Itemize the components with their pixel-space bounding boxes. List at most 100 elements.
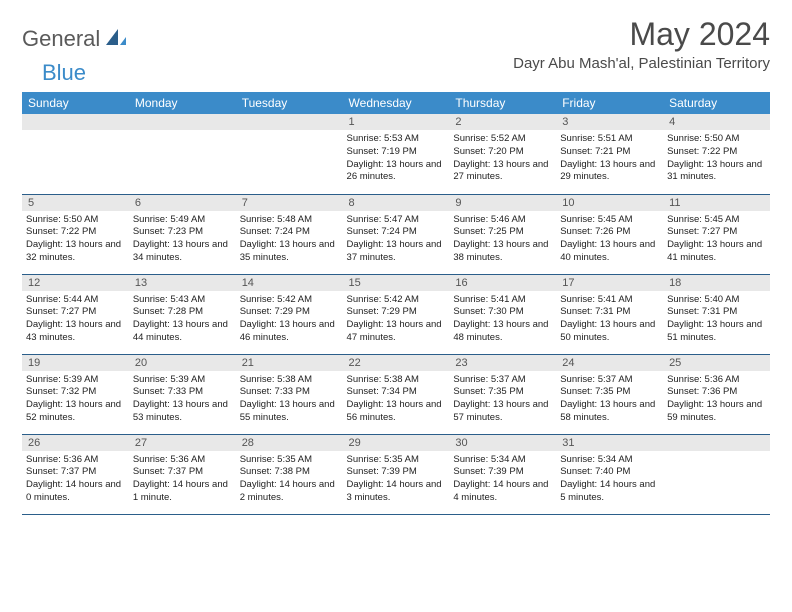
day-number: 24 <box>556 355 663 371</box>
day-number-empty <box>129 114 236 130</box>
calendar-cell: 8Sunrise: 5:47 AMSunset: 7:24 PMDaylight… <box>343 194 450 274</box>
weekday-header: Tuesday <box>236 92 343 114</box>
day-details: Sunrise: 5:39 AMSunset: 7:33 PMDaylight:… <box>129 371 236 428</box>
day-number: 11 <box>663 195 770 211</box>
calendar-cell: 16Sunrise: 5:41 AMSunset: 7:30 PMDayligh… <box>449 274 556 354</box>
day-number: 22 <box>343 355 450 371</box>
day-number: 12 <box>22 275 129 291</box>
calendar-cell: 11Sunrise: 5:45 AMSunset: 7:27 PMDayligh… <box>663 194 770 274</box>
day-details: Sunrise: 5:34 AMSunset: 7:39 PMDaylight:… <box>449 451 556 508</box>
day-details: Sunrise: 5:47 AMSunset: 7:24 PMDaylight:… <box>343 211 450 268</box>
day-number: 9 <box>449 195 556 211</box>
day-details: Sunrise: 5:40 AMSunset: 7:31 PMDaylight:… <box>663 291 770 348</box>
calendar-cell: 29Sunrise: 5:35 AMSunset: 7:39 PMDayligh… <box>343 434 450 514</box>
calendar-cell <box>129 114 236 194</box>
day-number: 18 <box>663 275 770 291</box>
day-number-empty <box>663 435 770 451</box>
day-number: 26 <box>22 435 129 451</box>
day-details: Sunrise: 5:44 AMSunset: 7:27 PMDaylight:… <box>22 291 129 348</box>
calendar-week-row: 1Sunrise: 5:53 AMSunset: 7:19 PMDaylight… <box>22 114 770 194</box>
day-details: Sunrise: 5:49 AMSunset: 7:23 PMDaylight:… <box>129 211 236 268</box>
day-number: 2 <box>449 114 556 130</box>
day-number: 1 <box>343 114 450 130</box>
calendar-body: 1Sunrise: 5:53 AMSunset: 7:19 PMDaylight… <box>22 114 770 514</box>
day-details: Sunrise: 5:38 AMSunset: 7:34 PMDaylight:… <box>343 371 450 428</box>
day-details: Sunrise: 5:39 AMSunset: 7:32 PMDaylight:… <box>22 371 129 428</box>
calendar-cell: 3Sunrise: 5:51 AMSunset: 7:21 PMDaylight… <box>556 114 663 194</box>
day-details: Sunrise: 5:34 AMSunset: 7:40 PMDaylight:… <box>556 451 663 508</box>
day-number: 5 <box>22 195 129 211</box>
day-number: 21 <box>236 355 343 371</box>
day-number: 10 <box>556 195 663 211</box>
weekday-header: Monday <box>129 92 236 114</box>
calendar-cell: 20Sunrise: 5:39 AMSunset: 7:33 PMDayligh… <box>129 354 236 434</box>
day-details: Sunrise: 5:43 AMSunset: 7:28 PMDaylight:… <box>129 291 236 348</box>
weekday-header: Thursday <box>449 92 556 114</box>
calendar-cell: 4Sunrise: 5:50 AMSunset: 7:22 PMDaylight… <box>663 114 770 194</box>
title-block: May 2024 Dayr Abu Mash'al, Palestinian T… <box>513 16 770 72</box>
calendar-cell: 19Sunrise: 5:39 AMSunset: 7:32 PMDayligh… <box>22 354 129 434</box>
calendar-cell: 28Sunrise: 5:35 AMSunset: 7:38 PMDayligh… <box>236 434 343 514</box>
day-details: Sunrise: 5:41 AMSunset: 7:30 PMDaylight:… <box>449 291 556 348</box>
day-details: Sunrise: 5:36 AMSunset: 7:37 PMDaylight:… <box>129 451 236 508</box>
calendar-cell: 23Sunrise: 5:37 AMSunset: 7:35 PMDayligh… <box>449 354 556 434</box>
day-number: 14 <box>236 275 343 291</box>
calendar-cell: 25Sunrise: 5:36 AMSunset: 7:36 PMDayligh… <box>663 354 770 434</box>
day-details: Sunrise: 5:37 AMSunset: 7:35 PMDaylight:… <box>449 371 556 428</box>
calendar-cell <box>22 114 129 194</box>
day-details: Sunrise: 5:36 AMSunset: 7:36 PMDaylight:… <box>663 371 770 428</box>
calendar-cell: 10Sunrise: 5:45 AMSunset: 7:26 PMDayligh… <box>556 194 663 274</box>
day-details: Sunrise: 5:45 AMSunset: 7:26 PMDaylight:… <box>556 211 663 268</box>
day-number: 29 <box>343 435 450 451</box>
day-details: Sunrise: 5:52 AMSunset: 7:20 PMDaylight:… <box>449 130 556 187</box>
calendar-table: SundayMondayTuesdayWednesdayThursdayFrid… <box>22 92 770 515</box>
calendar-cell: 31Sunrise: 5:34 AMSunset: 7:40 PMDayligh… <box>556 434 663 514</box>
calendar-cell: 7Sunrise: 5:48 AMSunset: 7:24 PMDaylight… <box>236 194 343 274</box>
day-details: Sunrise: 5:35 AMSunset: 7:38 PMDaylight:… <box>236 451 343 508</box>
day-details: Sunrise: 5:35 AMSunset: 7:39 PMDaylight:… <box>343 451 450 508</box>
logo: General <box>22 26 130 52</box>
calendar-week-row: 26Sunrise: 5:36 AMSunset: 7:37 PMDayligh… <box>22 434 770 514</box>
calendar-cell: 21Sunrise: 5:38 AMSunset: 7:33 PMDayligh… <box>236 354 343 434</box>
calendar-cell: 30Sunrise: 5:34 AMSunset: 7:39 PMDayligh… <box>449 434 556 514</box>
calendar-week-row: 19Sunrise: 5:39 AMSunset: 7:32 PMDayligh… <box>22 354 770 434</box>
day-details: Sunrise: 5:38 AMSunset: 7:33 PMDaylight:… <box>236 371 343 428</box>
day-details: Sunrise: 5:48 AMSunset: 7:24 PMDaylight:… <box>236 211 343 268</box>
day-number: 27 <box>129 435 236 451</box>
day-details: Sunrise: 5:42 AMSunset: 7:29 PMDaylight:… <box>343 291 450 348</box>
weekday-header: Sunday <box>22 92 129 114</box>
calendar-cell <box>236 114 343 194</box>
day-details: Sunrise: 5:36 AMSunset: 7:37 PMDaylight:… <box>22 451 129 508</box>
calendar-cell <box>663 434 770 514</box>
day-number: 25 <box>663 355 770 371</box>
weekday-header: Saturday <box>663 92 770 114</box>
day-details: Sunrise: 5:37 AMSunset: 7:35 PMDaylight:… <box>556 371 663 428</box>
day-details: Sunrise: 5:46 AMSunset: 7:25 PMDaylight:… <box>449 211 556 268</box>
day-number: 16 <box>449 275 556 291</box>
calendar-cell: 26Sunrise: 5:36 AMSunset: 7:37 PMDayligh… <box>22 434 129 514</box>
day-number: 8 <box>343 195 450 211</box>
day-details: Sunrise: 5:51 AMSunset: 7:21 PMDaylight:… <box>556 130 663 187</box>
month-title: May 2024 <box>513 16 770 53</box>
calendar-cell: 24Sunrise: 5:37 AMSunset: 7:35 PMDayligh… <box>556 354 663 434</box>
day-details: Sunrise: 5:42 AMSunset: 7:29 PMDaylight:… <box>236 291 343 348</box>
day-number-empty <box>22 114 129 130</box>
calendar-cell: 22Sunrise: 5:38 AMSunset: 7:34 PMDayligh… <box>343 354 450 434</box>
day-number: 6 <box>129 195 236 211</box>
day-number-empty <box>236 114 343 130</box>
calendar-cell: 5Sunrise: 5:50 AMSunset: 7:22 PMDaylight… <box>22 194 129 274</box>
logo-text-general: General <box>22 26 100 52</box>
calendar-cell: 2Sunrise: 5:52 AMSunset: 7:20 PMDaylight… <box>449 114 556 194</box>
day-number: 3 <box>556 114 663 130</box>
calendar-week-row: 12Sunrise: 5:44 AMSunset: 7:27 PMDayligh… <box>22 274 770 354</box>
calendar-cell: 18Sunrise: 5:40 AMSunset: 7:31 PMDayligh… <box>663 274 770 354</box>
day-number: 23 <box>449 355 556 371</box>
day-number: 7 <box>236 195 343 211</box>
calendar-cell: 14Sunrise: 5:42 AMSunset: 7:29 PMDayligh… <box>236 274 343 354</box>
day-details: Sunrise: 5:50 AMSunset: 7:22 PMDaylight:… <box>663 130 770 187</box>
calendar-cell: 1Sunrise: 5:53 AMSunset: 7:19 PMDaylight… <box>343 114 450 194</box>
day-number: 17 <box>556 275 663 291</box>
calendar-cell: 27Sunrise: 5:36 AMSunset: 7:37 PMDayligh… <box>129 434 236 514</box>
calendar-cell: 13Sunrise: 5:43 AMSunset: 7:28 PMDayligh… <box>129 274 236 354</box>
day-details: Sunrise: 5:53 AMSunset: 7:19 PMDaylight:… <box>343 130 450 187</box>
